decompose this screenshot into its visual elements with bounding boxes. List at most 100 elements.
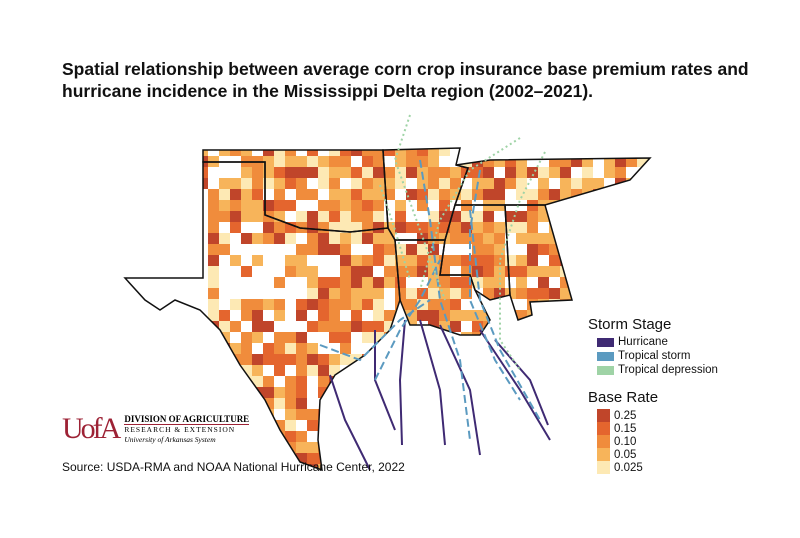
county <box>351 233 362 244</box>
county <box>461 299 472 310</box>
county <box>384 189 395 200</box>
county <box>186 266 197 277</box>
county <box>131 148 142 156</box>
swatch <box>597 365 614 375</box>
county <box>340 200 351 211</box>
county <box>439 453 450 464</box>
county <box>461 156 472 167</box>
county <box>164 288 175 299</box>
county <box>219 354 230 365</box>
county <box>175 398 186 409</box>
county <box>125 244 131 255</box>
county <box>351 167 362 178</box>
county <box>417 156 428 167</box>
county <box>527 420 538 431</box>
county <box>527 332 538 343</box>
county <box>582 200 593 211</box>
county <box>329 321 340 332</box>
county <box>648 420 650 431</box>
county <box>351 277 362 288</box>
county <box>582 178 593 189</box>
county <box>439 167 450 178</box>
county <box>125 365 131 376</box>
county <box>164 222 175 233</box>
county <box>351 310 362 321</box>
county <box>648 222 650 233</box>
county <box>285 189 296 200</box>
county <box>450 299 461 310</box>
county <box>142 321 153 332</box>
county <box>153 167 164 178</box>
county <box>450 222 461 233</box>
county <box>274 442 285 453</box>
county <box>241 299 252 310</box>
county <box>208 178 219 189</box>
county <box>417 365 428 376</box>
county <box>483 189 494 200</box>
county <box>571 464 582 470</box>
county <box>241 233 252 244</box>
county <box>505 167 516 178</box>
county <box>329 365 340 376</box>
county <box>538 387 549 398</box>
county <box>582 277 593 288</box>
county <box>439 376 450 387</box>
county <box>560 310 571 321</box>
county <box>615 211 626 222</box>
county <box>549 266 560 277</box>
county <box>648 200 650 211</box>
county <box>604 266 615 277</box>
county <box>428 310 439 321</box>
county <box>626 148 637 156</box>
county <box>197 343 208 354</box>
county <box>417 211 428 222</box>
county <box>549 343 560 354</box>
county <box>571 288 582 299</box>
county <box>549 431 560 442</box>
county <box>472 189 483 200</box>
county <box>296 244 307 255</box>
county <box>296 211 307 222</box>
county <box>604 233 615 244</box>
swatch <box>597 351 614 361</box>
county <box>648 189 650 200</box>
county <box>263 148 274 156</box>
county <box>637 431 648 442</box>
county <box>593 148 604 156</box>
county <box>549 387 560 398</box>
county <box>175 332 186 343</box>
county <box>560 409 571 420</box>
county <box>219 288 230 299</box>
county <box>384 244 395 255</box>
county <box>296 453 307 464</box>
county <box>285 332 296 343</box>
county <box>285 409 296 420</box>
county <box>406 464 417 470</box>
county <box>351 189 362 200</box>
county <box>296 398 307 409</box>
county <box>142 376 153 387</box>
county <box>307 255 318 266</box>
county <box>395 156 406 167</box>
county <box>142 222 153 233</box>
county <box>153 189 164 200</box>
county <box>186 354 197 365</box>
county <box>615 277 626 288</box>
county <box>131 277 142 288</box>
county <box>131 189 142 200</box>
county <box>131 255 142 266</box>
county <box>483 376 494 387</box>
county <box>384 321 395 332</box>
legend-rate-1: 0.15 <box>597 422 636 435</box>
county <box>142 189 153 200</box>
county <box>318 332 329 343</box>
county <box>549 310 560 321</box>
county <box>208 365 219 376</box>
county <box>252 376 263 387</box>
county <box>538 343 549 354</box>
county <box>560 156 571 167</box>
county <box>615 148 626 156</box>
county <box>560 431 571 442</box>
county <box>560 200 571 211</box>
